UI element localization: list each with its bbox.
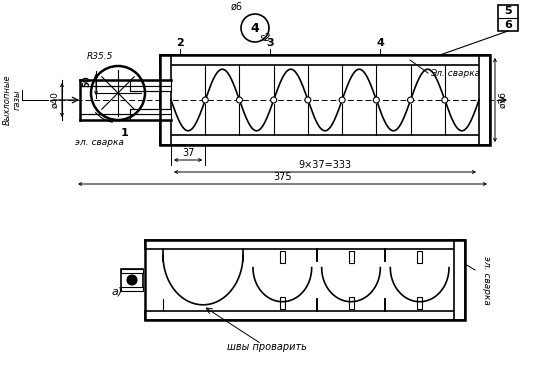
Bar (160, 135, 490, 145)
Text: 37: 37 (182, 148, 194, 158)
Circle shape (305, 97, 311, 103)
Bar (417, 297, 422, 309)
Bar (121, 269, 143, 273)
Circle shape (339, 97, 345, 103)
Bar (121, 287, 143, 291)
Bar (280, 297, 285, 309)
Text: 3: 3 (266, 38, 274, 48)
Bar (348, 297, 353, 309)
Bar (145, 240, 465, 249)
Circle shape (202, 97, 208, 103)
Bar (348, 251, 353, 263)
Bar (454, 240, 465, 320)
Bar (160, 55, 490, 65)
Text: 375: 375 (273, 172, 292, 182)
Circle shape (271, 97, 277, 103)
Text: швы проварить: швы проварить (227, 342, 306, 352)
Circle shape (127, 275, 137, 285)
Bar (130, 86, 171, 91)
Text: Выхлопные
газы: Выхлопные газы (2, 75, 22, 125)
Text: ø76: ø76 (498, 91, 507, 108)
Bar (280, 251, 285, 263)
Text: Эл. сварка: Эл. сварка (430, 68, 480, 77)
Bar (145, 240, 465, 249)
Text: R35.5: R35.5 (87, 52, 113, 61)
Bar (130, 86, 171, 91)
Bar (145, 240, 465, 320)
Bar (479, 55, 490, 145)
Bar (160, 55, 490, 65)
Bar (121, 269, 143, 273)
Bar (498, 5, 518, 31)
Bar (121, 287, 143, 291)
Bar (80, 80, 171, 86)
Text: 6: 6 (504, 20, 512, 29)
Bar (417, 251, 422, 263)
Text: эл. сварка: эл. сварка (75, 138, 124, 147)
Text: ø6: ø6 (231, 2, 243, 12)
Bar (80, 114, 171, 120)
Bar (130, 109, 171, 114)
Bar (160, 55, 490, 145)
Text: 2: 2 (176, 38, 184, 48)
Bar (130, 109, 171, 114)
Text: 50: 50 (82, 76, 91, 87)
Text: эл. сварка: эл. сварка (483, 256, 491, 304)
Bar (160, 55, 171, 145)
Bar (454, 240, 465, 320)
Circle shape (373, 97, 379, 103)
Circle shape (236, 97, 242, 103)
Bar (160, 135, 490, 145)
Text: 9×37=333: 9×37=333 (299, 160, 352, 170)
Text: 4: 4 (376, 38, 384, 48)
Bar (80, 114, 171, 120)
Text: а): а) (111, 287, 123, 297)
Circle shape (407, 97, 413, 103)
Text: 4: 4 (251, 22, 259, 34)
Text: s2: s2 (260, 33, 271, 43)
Bar (160, 55, 171, 145)
Bar (80, 80, 171, 86)
Text: 5: 5 (504, 6, 512, 17)
Text: ø40: ø40 (50, 91, 59, 108)
Circle shape (442, 97, 448, 103)
Bar (121, 269, 143, 291)
Text: 1: 1 (121, 128, 129, 138)
Bar (479, 55, 490, 145)
Bar (145, 311, 465, 320)
Bar (145, 311, 465, 320)
